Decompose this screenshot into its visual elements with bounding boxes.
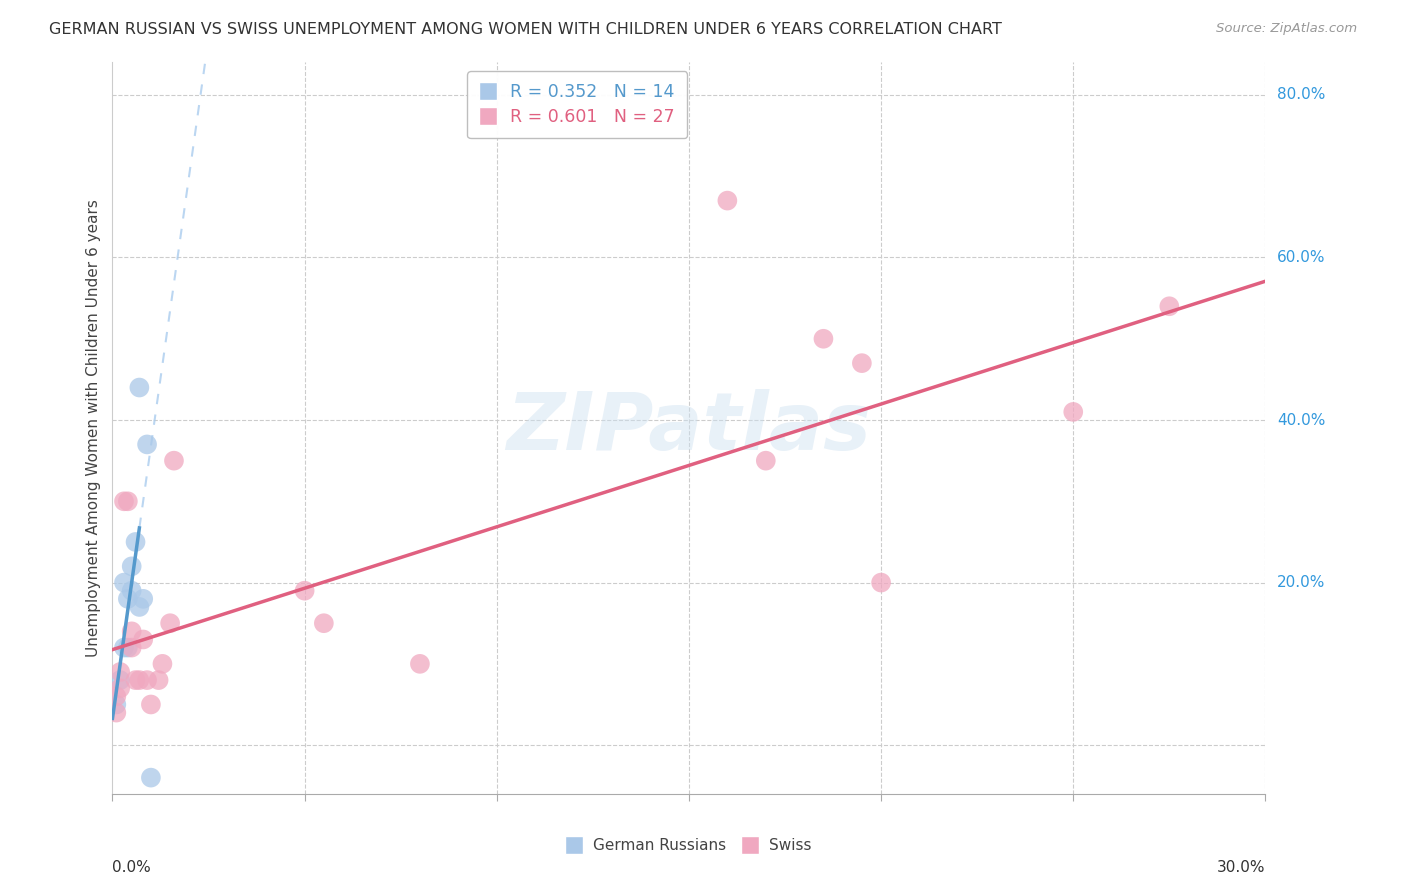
Point xyxy=(312,616,335,631)
Text: 80.0%: 80.0% xyxy=(1277,87,1326,103)
Point xyxy=(121,559,143,574)
Point xyxy=(117,591,139,606)
Y-axis label: Unemployment Among Women with Children Under 6 years: Unemployment Among Women with Children U… xyxy=(86,199,101,657)
Point xyxy=(851,356,873,370)
Point xyxy=(108,673,131,687)
Point xyxy=(112,494,135,508)
Point xyxy=(159,616,181,631)
Point xyxy=(1062,405,1084,419)
Point xyxy=(152,657,174,671)
Point xyxy=(121,624,143,639)
Text: ZIPatlas: ZIPatlas xyxy=(506,389,872,467)
Point xyxy=(139,698,162,712)
Text: GERMAN RUSSIAN VS SWISS UNEMPLOYMENT AMONG WOMEN WITH CHILDREN UNDER 6 YEARS COR: GERMAN RUSSIAN VS SWISS UNEMPLOYMENT AMO… xyxy=(49,22,1002,37)
Point xyxy=(128,380,150,394)
Point xyxy=(294,583,316,598)
Point xyxy=(124,535,146,549)
Point xyxy=(1159,299,1181,313)
Point xyxy=(870,575,893,590)
Point xyxy=(117,640,139,655)
Point xyxy=(755,453,778,467)
Point xyxy=(136,437,159,451)
Text: 30.0%: 30.0% xyxy=(1218,860,1265,875)
Point xyxy=(105,690,128,704)
Point xyxy=(108,681,131,696)
Point xyxy=(128,599,150,614)
Point xyxy=(112,575,135,590)
Point xyxy=(124,673,146,687)
Text: 0.0%: 0.0% xyxy=(112,860,152,875)
Text: 60.0%: 60.0% xyxy=(1277,250,1326,265)
Point xyxy=(163,453,186,467)
Point xyxy=(108,665,131,679)
Point xyxy=(128,673,150,687)
Text: 40.0%: 40.0% xyxy=(1277,412,1326,427)
Point xyxy=(409,657,432,671)
Point xyxy=(132,591,155,606)
Legend: German Russians, Swiss: German Russians, Swiss xyxy=(560,832,818,859)
Point xyxy=(136,673,159,687)
Text: Source: ZipAtlas.com: Source: ZipAtlas.com xyxy=(1216,22,1357,36)
Point xyxy=(121,640,143,655)
Point xyxy=(148,673,170,687)
Point xyxy=(117,494,139,508)
Point xyxy=(716,194,738,208)
Text: 20.0%: 20.0% xyxy=(1277,575,1326,591)
Point xyxy=(112,640,135,655)
Point xyxy=(139,771,162,785)
Point xyxy=(813,332,835,346)
Point xyxy=(105,698,128,712)
Point xyxy=(105,706,128,720)
Point xyxy=(132,632,155,647)
Point xyxy=(121,583,143,598)
